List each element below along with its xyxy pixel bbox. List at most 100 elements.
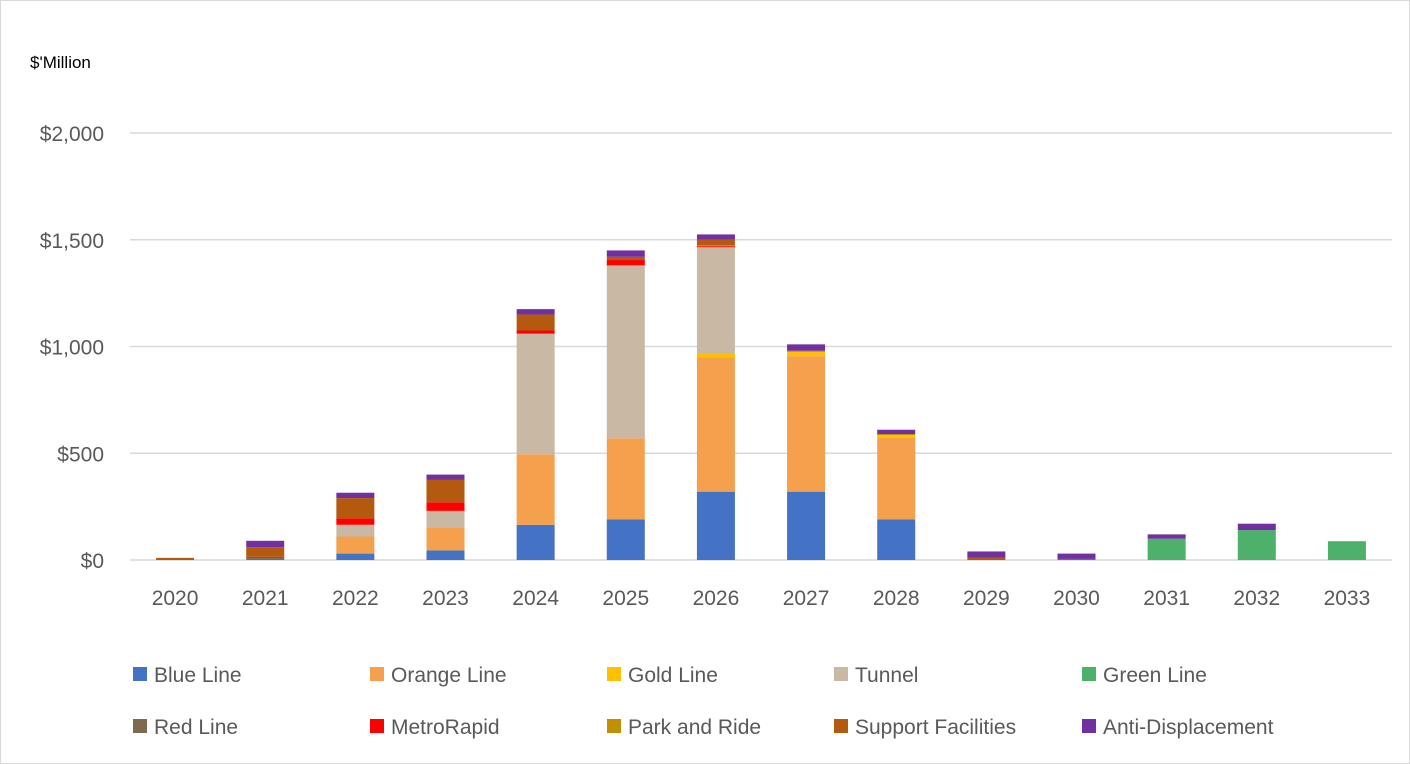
y-tick-label: $2,000 xyxy=(40,123,104,146)
legend-swatch xyxy=(607,667,621,681)
legend-label: MetroRapid xyxy=(391,716,500,739)
x-tick-label: 2025 xyxy=(602,587,649,610)
bar-segment xyxy=(787,491,826,560)
bar-segment xyxy=(696,247,735,354)
legend: Blue Line Orange Line Gold Line Tunnel Green… xyxy=(133,664,1274,739)
bar-segment xyxy=(1147,538,1186,560)
bar-segment xyxy=(787,351,826,357)
legend-label: Anti-Displacement xyxy=(1103,716,1274,739)
y-tick-label: $0 xyxy=(81,550,104,573)
y-axis-ticks: $0 $500 $1,000 $1,500 $2,000 xyxy=(40,123,104,573)
bar-segment xyxy=(246,558,285,560)
bar-segment xyxy=(967,551,1006,558)
x-tick-label: 2028 xyxy=(873,587,920,610)
legend-swatch xyxy=(834,719,848,733)
bar-segment xyxy=(156,557,195,560)
bar-segment xyxy=(877,437,916,520)
bar-segment xyxy=(696,491,735,560)
x-tick-label: 2021 xyxy=(242,587,289,610)
bar-segment xyxy=(696,239,735,246)
x-tick-label: 2032 xyxy=(1233,587,1280,610)
bar-segment xyxy=(336,553,375,560)
legend-swatch xyxy=(607,719,621,733)
bar-segment xyxy=(606,438,645,520)
legend-swatch xyxy=(370,719,384,733)
bar-segment xyxy=(336,492,375,499)
bar-segment xyxy=(426,479,465,503)
bar-segment xyxy=(606,250,645,257)
legend-swatch xyxy=(133,719,147,733)
y-tick-label: $1,500 xyxy=(40,230,104,253)
bar-segment xyxy=(696,234,735,240)
x-tick-label: 2031 xyxy=(1143,587,1190,610)
bar-segment xyxy=(516,454,555,525)
bar-segment xyxy=(336,518,375,525)
bar-segment xyxy=(516,333,555,455)
legend-label: Gold Line xyxy=(628,664,718,687)
legend-swatch xyxy=(834,667,848,681)
bar-segment xyxy=(1237,530,1276,560)
bar-segment xyxy=(516,314,555,331)
bar-segment xyxy=(787,344,826,351)
bar-segment xyxy=(516,309,555,315)
bar-segment xyxy=(516,330,555,334)
bar-segment xyxy=(877,429,916,435)
y-tick-label: $500 xyxy=(57,443,104,466)
bar-segment xyxy=(696,353,735,358)
legend-label: Orange Line xyxy=(391,664,507,687)
bar-segment xyxy=(606,265,645,439)
x-axis-ticks: 2020 2021 2022 2023 2024 2025 2026 2027 2028 2029… xyxy=(152,587,1371,610)
legend-swatch xyxy=(370,667,384,681)
bar-segment xyxy=(426,510,465,528)
bar-segment xyxy=(877,434,916,436)
legend-swatch xyxy=(1082,667,1096,681)
x-tick-label: 2024 xyxy=(512,587,559,610)
bar-segment xyxy=(606,260,645,266)
bar-segment xyxy=(336,524,375,537)
bar-segment xyxy=(336,498,375,519)
bar-segment xyxy=(967,557,1006,560)
legend-label: Blue Line xyxy=(154,664,242,687)
bar-segment xyxy=(606,256,645,261)
bar-segment xyxy=(1057,558,1096,560)
y-tick-label: $1,000 xyxy=(40,337,104,360)
bars xyxy=(156,234,1366,560)
bar-segment xyxy=(426,527,465,551)
x-tick-label: 2026 xyxy=(693,587,740,610)
legend-label: Tunnel xyxy=(855,664,918,687)
x-tick-label: 2030 xyxy=(1053,587,1100,610)
bar-segment xyxy=(1237,523,1276,531)
bar-segment xyxy=(1057,553,1096,559)
x-tick-label: 2027 xyxy=(783,587,830,610)
x-tick-label: 2033 xyxy=(1324,587,1371,610)
bar-segment xyxy=(426,502,465,511)
x-tick-label: 2023 xyxy=(422,587,469,610)
bar-segment xyxy=(516,524,555,560)
bar-segment xyxy=(787,350,826,352)
bar-segment xyxy=(336,536,375,554)
bar-segment xyxy=(1147,534,1186,539)
bar-segment xyxy=(246,556,285,558)
bar-segment xyxy=(877,519,916,560)
bar-segment xyxy=(426,474,465,480)
unit-label: $'Million xyxy=(30,53,91,72)
bar-segment xyxy=(877,435,916,438)
x-tick-label: 2022 xyxy=(332,587,379,610)
legend-label: Park and Ride xyxy=(628,716,761,739)
legend-label: Red Line xyxy=(154,716,238,739)
bar-segment xyxy=(246,557,285,559)
legend-swatch xyxy=(133,667,147,681)
bar-segment xyxy=(696,246,735,248)
legend-swatch xyxy=(1082,719,1096,733)
x-tick-label: 2020 xyxy=(152,587,199,610)
legend-label: Support Facilities xyxy=(855,716,1016,739)
bar-segment xyxy=(696,357,735,492)
bar-segment xyxy=(787,356,826,492)
bar-segment xyxy=(696,245,735,247)
legend-label: Green Line xyxy=(1103,664,1207,687)
x-tick-label: 2029 xyxy=(963,587,1010,610)
bar-segment xyxy=(426,550,465,560)
bar-segment xyxy=(1327,541,1366,560)
